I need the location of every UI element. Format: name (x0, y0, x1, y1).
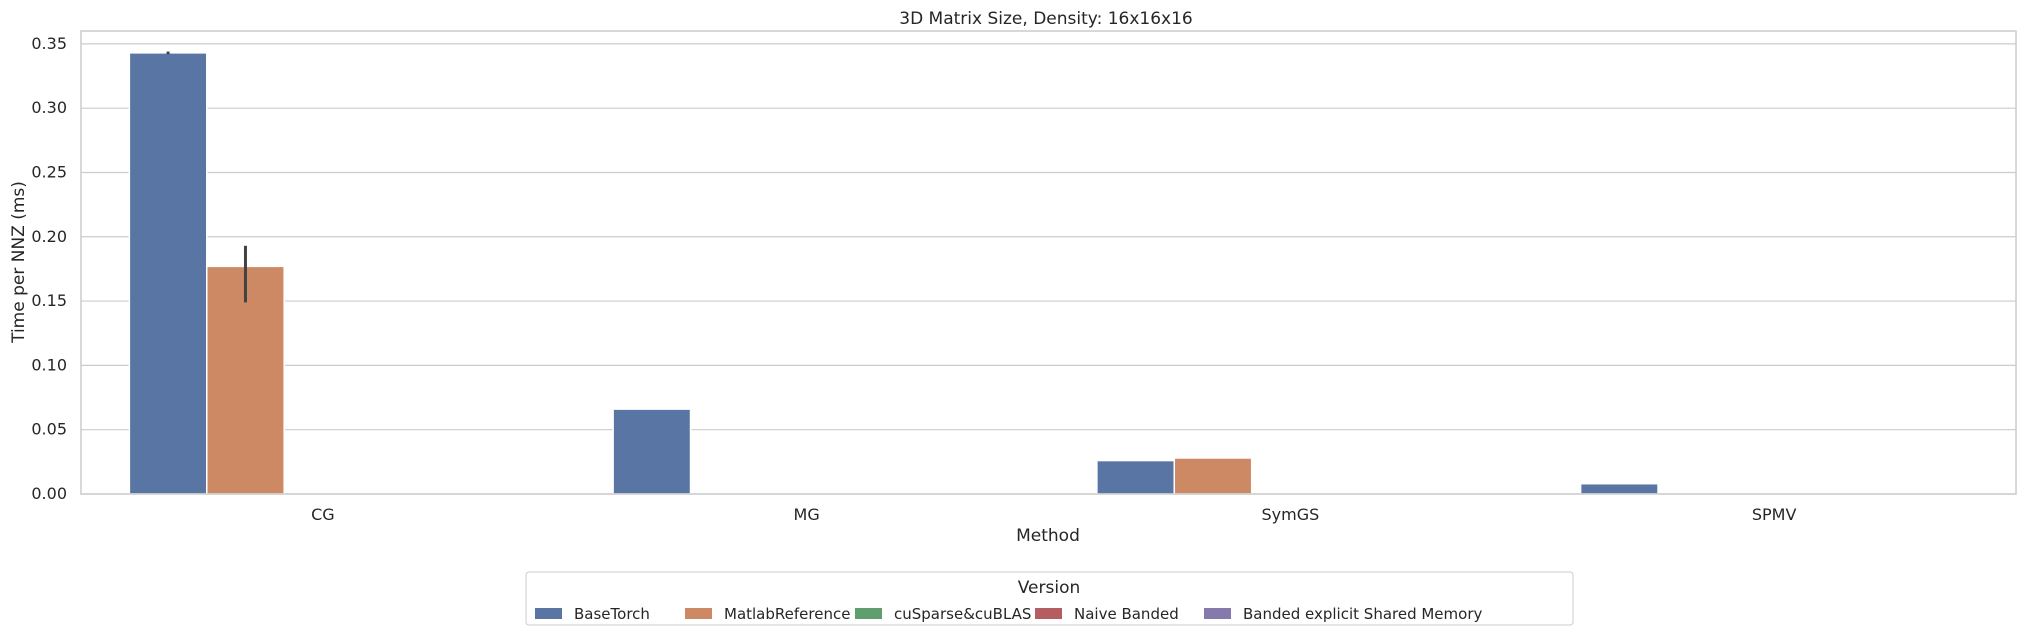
x-tick-label: MG (794, 505, 820, 524)
y-tick-label: 0.20 (31, 227, 67, 246)
bar (1579, 482, 1659, 495)
bars (128, 52, 1659, 495)
y-tick-labels: 0.00 0.05 0.10 0.15 0.20 0.25 0.30 0.35 (31, 34, 67, 503)
y-axis-label: Time per NNZ (ms) (9, 181, 29, 344)
bar (1096, 459, 1176, 495)
legend-label: MatlabReference (724, 605, 850, 623)
y-tick-label: 0.10 (31, 355, 67, 374)
grid-lines (81, 43, 2016, 495)
plot-frame (80, 30, 2017, 495)
legend: Version BaseTorch MatlabReference cuSparse… (525, 571, 1574, 626)
x-tick-label: SymGS (1261, 505, 1319, 524)
bar (128, 52, 208, 495)
legend-title: Version (1018, 578, 1081, 598)
y-tick-label: 0.35 (31, 34, 67, 53)
y-tick-label: 0.15 (31, 291, 67, 310)
legend-label: BaseTorch (574, 605, 650, 623)
legend-swatch (535, 608, 562, 619)
legend-swatch (685, 608, 712, 619)
y-tick-label: 0.30 (31, 98, 67, 117)
y-tick-label: 0.00 (31, 484, 67, 503)
y-tick-label: 0.25 (31, 162, 67, 181)
x-axis-label: Method (1016, 526, 1080, 546)
x-tick-label: SPMV (1752, 505, 1797, 524)
legend-items: BaseTorch MatlabReference cuSparse&cuBLAS N… (535, 605, 1482, 623)
chart-title: 3D Matrix Size, Density: 16x16x16 (899, 9, 1192, 29)
x-tick-labels: CG MG SymGS SPMV (311, 505, 1796, 524)
bar (612, 408, 692, 495)
bar (1173, 457, 1253, 495)
y-tick-label: 0.05 (31, 420, 67, 439)
legend-label: cuSparse&cuBLAS (894, 605, 1031, 623)
legend-label: Banded explicit Shared Memory (1243, 605, 1482, 623)
legend-swatch (1035, 608, 1062, 619)
x-tick-label: CG (311, 505, 335, 524)
legend-swatch (1204, 608, 1231, 619)
legend-label: Naive Banded (1074, 605, 1179, 623)
error-bars (166, 51, 247, 303)
bar (206, 265, 285, 495)
legend-swatch (855, 608, 882, 619)
legend-frame (525, 571, 1574, 626)
